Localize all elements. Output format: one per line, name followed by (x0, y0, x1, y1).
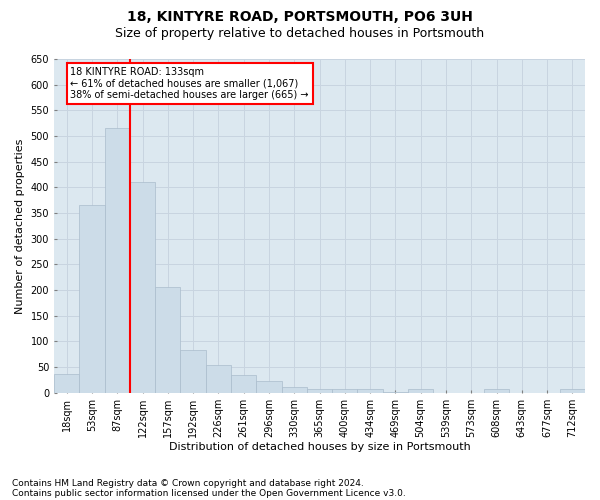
Bar (484, 388, 509, 392)
Bar (358, 388, 383, 392)
Text: Size of property relative to detached houses in Portsmouth: Size of property relative to detached ho… (115, 28, 485, 40)
Bar (256, 382, 281, 392)
Bar (206, 365, 231, 392)
Bar (79, 206, 104, 392)
Bar (104, 128, 130, 392)
Text: Contains public sector information licensed under the Open Government Licence v3: Contains public sector information licen… (12, 488, 406, 498)
Text: 18 KINTYRE ROAD: 133sqm
← 61% of detached houses are smaller (1,067)
38% of semi: 18 KINTYRE ROAD: 133sqm ← 61% of detache… (70, 66, 309, 100)
Bar (231, 374, 256, 392)
Y-axis label: Number of detached properties: Number of detached properties (15, 138, 25, 314)
Bar (181, 350, 206, 393)
X-axis label: Distribution of detached houses by size in Portsmouth: Distribution of detached houses by size … (169, 442, 470, 452)
Bar (332, 388, 358, 392)
Bar (408, 388, 433, 392)
Bar (560, 388, 585, 392)
Bar (281, 386, 307, 392)
Bar (54, 374, 79, 392)
Bar (307, 388, 332, 392)
Text: Contains HM Land Registry data © Crown copyright and database right 2024.: Contains HM Land Registry data © Crown c… (12, 478, 364, 488)
Text: 18, KINTYRE ROAD, PORTSMOUTH, PO6 3UH: 18, KINTYRE ROAD, PORTSMOUTH, PO6 3UH (127, 10, 473, 24)
Bar (155, 288, 181, 393)
Bar (130, 182, 155, 392)
